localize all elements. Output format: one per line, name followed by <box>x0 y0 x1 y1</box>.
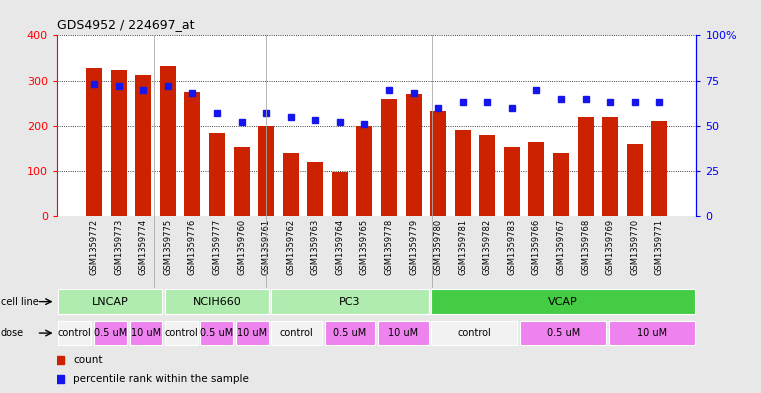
Bar <box>86 68 102 216</box>
Text: cell line: cell line <box>1 297 39 307</box>
Text: NCIH660: NCIH660 <box>193 297 241 307</box>
Bar <box>129 321 162 345</box>
Bar <box>59 289 162 314</box>
Bar <box>272 321 322 345</box>
Bar <box>234 147 250 216</box>
Bar <box>431 321 517 345</box>
Text: percentile rank within the sample: percentile rank within the sample <box>73 374 249 384</box>
Bar <box>431 289 695 314</box>
Text: 0.5 uM: 0.5 uM <box>94 328 127 338</box>
Bar <box>160 66 176 216</box>
Bar <box>378 321 428 345</box>
Bar <box>455 130 471 216</box>
Bar <box>200 321 234 345</box>
Text: VCAP: VCAP <box>548 297 578 307</box>
Bar <box>236 321 269 345</box>
Text: 10 uM: 10 uM <box>637 328 667 338</box>
Bar <box>627 144 643 216</box>
Text: 0.5 uM: 0.5 uM <box>546 328 580 338</box>
Text: GDS4952 / 224697_at: GDS4952 / 224697_at <box>57 18 195 31</box>
Bar <box>110 70 126 216</box>
Bar <box>307 162 323 216</box>
Bar <box>356 126 372 216</box>
Text: 10 uM: 10 uM <box>388 328 419 338</box>
Bar <box>430 111 446 216</box>
Bar <box>520 321 607 345</box>
Bar <box>165 321 198 345</box>
Bar <box>602 117 618 216</box>
Bar <box>528 143 544 216</box>
Text: 10 uM: 10 uM <box>237 328 268 338</box>
Text: LNCAP: LNCAP <box>92 297 129 307</box>
Bar <box>184 92 200 216</box>
Text: dose: dose <box>1 328 24 338</box>
Bar <box>258 126 274 216</box>
Bar <box>272 289 428 314</box>
Bar <box>609 321 695 345</box>
Bar <box>504 147 520 216</box>
Bar <box>651 121 667 216</box>
Bar <box>59 321 91 345</box>
Bar <box>282 153 298 216</box>
Bar <box>94 321 127 345</box>
Text: PC3: PC3 <box>339 297 361 307</box>
Text: control: control <box>457 328 491 338</box>
Bar <box>553 153 569 216</box>
Text: control: control <box>280 328 314 338</box>
Text: count: count <box>73 354 103 365</box>
Bar <box>135 75 151 216</box>
Text: 0.5 uM: 0.5 uM <box>333 328 367 338</box>
Text: 0.5 uM: 0.5 uM <box>200 328 234 338</box>
Text: control: control <box>164 328 198 338</box>
Bar <box>325 321 375 345</box>
Bar <box>406 94 422 216</box>
Bar <box>165 289 269 314</box>
Bar <box>578 117 594 216</box>
Bar <box>332 172 348 216</box>
Text: 10 uM: 10 uM <box>131 328 161 338</box>
Bar <box>381 99 397 216</box>
Text: control: control <box>58 328 91 338</box>
Bar <box>479 135 495 216</box>
Bar <box>209 134 225 216</box>
